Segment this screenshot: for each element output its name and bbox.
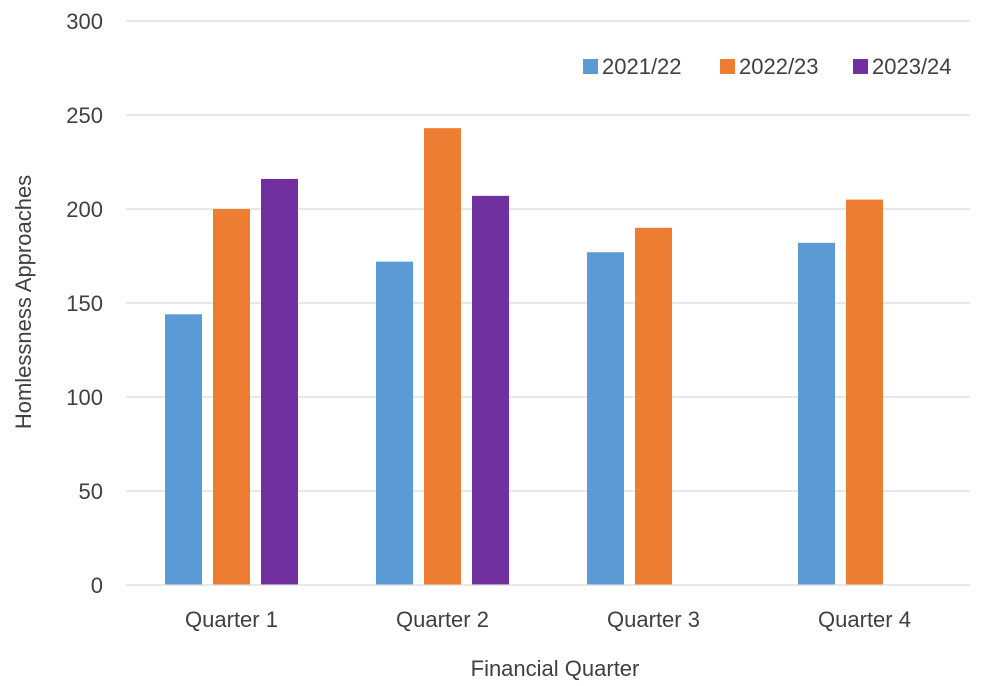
legend-swatch <box>720 59 735 74</box>
y-tick-label: 100 <box>66 385 103 410</box>
bar <box>798 242 835 585</box>
bar <box>213 209 250 585</box>
x-tick-label: Quarter 3 <box>607 607 700 632</box>
legend-swatch <box>853 59 868 74</box>
x-axis-ticks: Quarter 1 Quarter 2 Quarter 3 Quarter 4 <box>185 607 911 632</box>
y-tick-label: 250 <box>66 103 103 128</box>
y-axis-title: Homlessness Approaches <box>11 175 36 429</box>
bar <box>846 199 883 585</box>
legend-label: 2022/23 <box>739 54 819 79</box>
x-axis-title: Financial Quarter <box>471 656 640 681</box>
bars <box>165 128 883 586</box>
gridlines <box>126 20 970 492</box>
x-tick-label: Quarter 1 <box>185 607 278 632</box>
x-tick-label: Quarter 2 <box>396 607 489 632</box>
y-tick-label: 50 <box>79 479 103 504</box>
legend-swatch <box>583 59 598 74</box>
bar <box>587 252 624 586</box>
y-tick-label: 0 <box>91 573 103 598</box>
legend-label: 2023/24 <box>872 54 952 79</box>
bar <box>261 178 298 586</box>
x-tick-label: Quarter 4 <box>818 607 911 632</box>
y-tick-label: 200 <box>66 197 103 222</box>
bar <box>165 314 202 585</box>
bar <box>376 261 413 585</box>
y-tick-label: 300 <box>66 9 103 34</box>
bar <box>472 195 509 585</box>
bar <box>424 128 461 585</box>
legend: 2021/22 2022/23 2023/24 <box>583 54 952 79</box>
y-tick-label: 150 <box>66 291 103 316</box>
legend-label: 2021/22 <box>602 54 682 79</box>
y-axis-ticks: 0 50 100 150 200 250 300 <box>66 9 103 598</box>
bar <box>635 227 672 586</box>
